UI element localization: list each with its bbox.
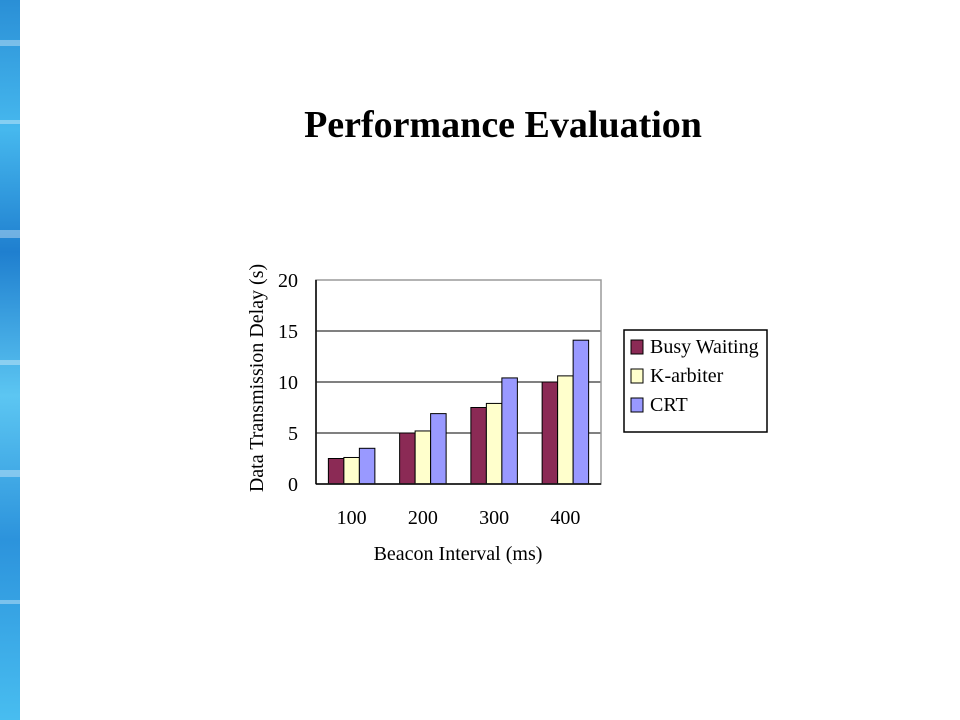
bar-crt-400 xyxy=(572,339,590,485)
bar-k-arbiter-400 xyxy=(557,375,574,485)
legend-label: Busy Waiting xyxy=(650,336,759,358)
bar-busy-waiting-400 xyxy=(541,381,559,485)
y-axis-label: Data Transmission Delay (s) xyxy=(246,264,268,492)
axes-layer xyxy=(315,279,602,485)
bar-crt-300 xyxy=(501,377,518,485)
bar-crt-100 xyxy=(358,447,376,485)
y-tick-label: 15 xyxy=(278,321,298,343)
x-tick-label: 300 xyxy=(479,507,509,529)
bar-busy-waiting-300 xyxy=(470,407,487,485)
x-tick-label: 100 xyxy=(337,507,367,529)
legend-box xyxy=(623,329,768,433)
legend-swatch xyxy=(630,368,644,384)
y-tick-label: 0 xyxy=(288,474,298,496)
bar-k-arbiter-200 xyxy=(414,430,432,485)
legend-swatch xyxy=(630,339,644,355)
x-tick-label: 200 xyxy=(408,507,438,529)
bars-layer xyxy=(327,339,590,485)
y-tick-label: 10 xyxy=(278,372,298,394)
bar-crt-200 xyxy=(430,413,447,485)
legend-label: CRT xyxy=(650,394,688,416)
legend: Busy Waiting K-arbiter CRT xyxy=(623,329,768,433)
y-tick-label: 20 xyxy=(278,270,298,292)
x-tick-label: 400 xyxy=(550,507,580,529)
x-axis-label: Beacon Interval (ms) xyxy=(374,543,543,565)
decorative-left-strip xyxy=(0,0,20,720)
bar-busy-waiting-200 xyxy=(399,432,416,485)
legend-swatch xyxy=(630,397,644,413)
ticks-layer: 0 5 10 15 20 100 200 300 400 xyxy=(278,270,580,529)
slide-title: Performance Evaluation xyxy=(304,104,702,146)
legend-label: K-arbiter xyxy=(650,365,724,387)
bar-k-arbiter-100 xyxy=(343,456,360,485)
y-tick-label: 5 xyxy=(288,423,298,445)
bar-k-arbiter-300 xyxy=(485,402,503,485)
bar-busy-waiting-100 xyxy=(327,458,345,485)
